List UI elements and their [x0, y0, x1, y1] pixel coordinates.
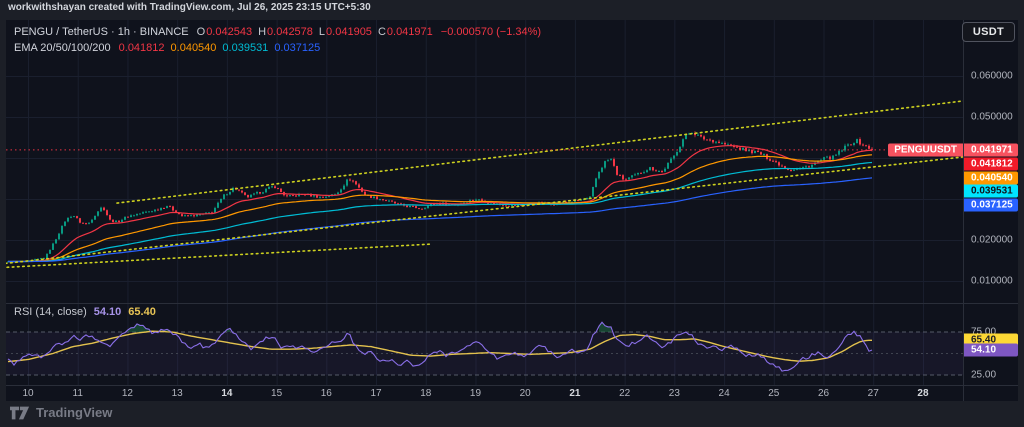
ema-indicator-label: EMA 20/50/100/200	[14, 42, 111, 54]
ema100-value: 0.039531	[222, 42, 269, 54]
axis-tick: 0.050000	[971, 111, 1013, 123]
time-axis-label: 25	[768, 388, 780, 399]
low-label: L	[318, 26, 326, 38]
time-axis-label: 19	[469, 388, 482, 399]
pane-separator[interactable]	[6, 303, 1018, 304]
axis-price-label: 0.041812	[964, 157, 1018, 171]
time-axis-label: 12	[121, 388, 133, 399]
time-axis-label: 13	[171, 388, 183, 399]
time-axis-label: 17	[370, 388, 382, 399]
tradingview-branding[interactable]: TradingView	[10, 405, 112, 420]
time-axis-label: 23	[668, 388, 680, 399]
time-axis-label: 18	[420, 388, 432, 399]
ema50-value: 0.040540	[170, 42, 217, 54]
axis-tick: 25.00	[971, 369, 997, 381]
axis-price-label: 54.10	[964, 343, 1018, 357]
time-axis-label: 26	[817, 388, 830, 399]
change-value: −0.000570 (−1.34%)	[440, 26, 542, 38]
chart-panel: PENGU / TetherUS · 1h · BINANCE O 0.04254…	[6, 20, 1018, 401]
open-value: 0.042543	[206, 26, 253, 38]
time-axis-label: 10	[22, 388, 34, 399]
symbol-status-row[interactable]: PENGU / TetherUS · 1h · BINANCE O 0.04254…	[14, 26, 541, 38]
time-axis-label: 28	[917, 388, 929, 399]
time-axis-label: 20	[519, 388, 531, 399]
tradingview-logo-text: TradingView	[36, 405, 113, 420]
high-value: 0.042578	[267, 26, 313, 38]
time-axis-label: 16	[320, 388, 332, 399]
chart-canvas[interactable]	[6, 20, 1018, 401]
axis-tick: 0.060000	[971, 70, 1013, 82]
open-label: O	[196, 26, 206, 38]
indicator-status-row[interactable]: EMA 20/50/100/200 0.041812 0.040540 0.03…	[14, 42, 541, 54]
close-value: 0.041971	[386, 26, 433, 38]
axis-tick: 75.00	[971, 326, 997, 338]
ema200-value: 0.037125	[274, 42, 321, 54]
attribution-bar: workwithshayan created with TradingView.…	[0, 0, 1024, 16]
symbol-price-tag: PENGUUSDT	[888, 143, 963, 157]
ema20-value: 0.041812	[118, 42, 165, 54]
currency-toggle-button[interactable]: USDT	[961, 22, 1015, 42]
axis-tick: 0.020000	[971, 234, 1013, 246]
axis-price-label: 0.040540	[964, 171, 1018, 184]
time-axis-label: 14	[221, 388, 233, 399]
axis-price-label: 0.037125	[964, 198, 1018, 211]
close-label: C	[377, 26, 386, 38]
time-axis-label: 21	[569, 388, 581, 399]
low-value: 0.041905	[326, 26, 372, 38]
attribution-text: workwithshayan created with TradingView.…	[8, 2, 371, 13]
rsi-status-row[interactable]: RSI (14, close) 54.10 65.40	[14, 306, 156, 318]
high-label: H	[258, 26, 267, 38]
time-axis-label: 15	[271, 388, 283, 399]
symbol-title: PENGU / TetherUS · 1h · BINANCE	[14, 26, 189, 38]
time-axis-label: 24	[718, 388, 730, 399]
rsi-ma-value: 65.40	[128, 306, 156, 318]
time-axis-label: 22	[619, 388, 631, 399]
price-axis[interactable]: 0.060000 0.050000 0.020000 0.010000 75.00 25.…	[963, 20, 1018, 401]
rsi-value: 54.10	[93, 306, 122, 318]
symbol-legend: PENGU / TetherUS · 1h · BINANCE O 0.04254…	[14, 26, 541, 54]
axis-price-label: 0.039531	[964, 184, 1018, 198]
ohlc-values: O 0.042543 H 0.042578 L 0.041905 C 0.041971	[197, 26, 433, 38]
axis-price-label: 0.041971	[964, 143, 1018, 157]
tradingview-logo-icon	[10, 406, 30, 419]
rsi-indicator-label: RSI (14, close)	[14, 306, 87, 318]
axis-tick: 0.010000	[971, 275, 1013, 287]
time-axis-label: 11	[72, 388, 83, 399]
time-axis[interactable]: 10 11 12 13 14 15 16 17 18 19 20 21 22 23 24 25 26 27 28	[6, 385, 1018, 401]
time-axis-label: 27	[867, 388, 879, 399]
